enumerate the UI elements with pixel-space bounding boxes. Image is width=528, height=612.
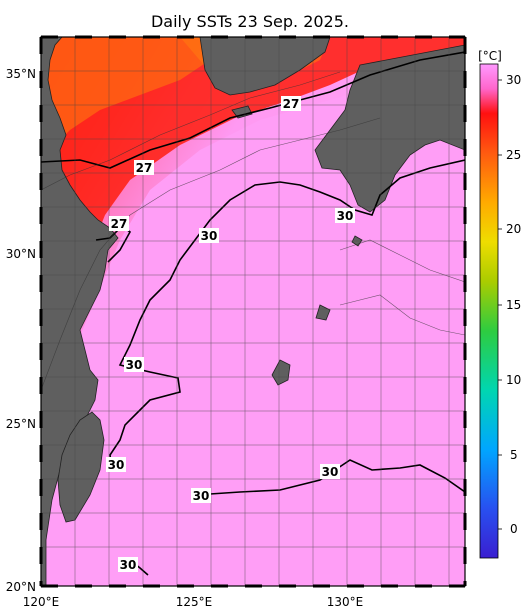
isotherm-30-south [194, 459, 465, 496]
lat-tick-35: 35°N [6, 67, 36, 81]
colorbar-tick-20: 20 [506, 222, 521, 236]
colorbar-tick-25: 25 [506, 148, 521, 162]
taiwan [57, 411, 105, 523]
lon-axis: 120°E 125°E 130°E [23, 595, 364, 609]
colorbar-tick-0: 0 [510, 522, 518, 536]
isotherm-30-main [109, 159, 465, 471]
korea [199, 37, 331, 96]
contour-label-30-a: 30 [201, 229, 218, 243]
contour-label-30-b: 30 [337, 209, 354, 223]
isotherms [41, 51, 465, 576]
colorbar-bar [479, 63, 499, 559]
map-title: Daily SSTs 23 Sep. 2025. [150, 12, 349, 31]
contour-label-27-c: 27 [111, 217, 128, 231]
lon-tick-120: 120°E [23, 595, 60, 609]
land [41, 37, 465, 586]
contour-label-27-a: 27 [283, 97, 300, 111]
lat-tick-25: 25°N [6, 417, 36, 431]
okinawa [271, 359, 291, 386]
orange-zone [41, 37, 210, 160]
lon-tick-130: 130°E [327, 595, 364, 609]
colorbar-tick-10: 10 [506, 373, 521, 387]
colorbar-tick-15: 15 [506, 298, 521, 312]
contour-label-30-f: 30 [193, 489, 210, 503]
colorbar-tick-30: 30 [506, 73, 521, 87]
thin-contours [41, 71, 465, 391]
colorbar: [°C] 30 25 20 15 10 5 0 [478, 49, 521, 559]
graticule [41, 37, 465, 586]
jeju [231, 105, 253, 119]
warm-red-zone [41, 37, 465, 400]
colorbar-unit: [°C] [478, 49, 502, 63]
contour-label-30-d: 30 [108, 458, 125, 472]
lat-axis: 35°N 30°N 25°N 20°N [6, 67, 36, 594]
contour-label-27-b: 27 [136, 161, 153, 175]
frame-ticks [39, 35, 467, 588]
contour-label-30-e: 30 [322, 465, 339, 479]
isotherm-27-north [41, 51, 465, 169]
lat-tick-20: 20°N [6, 580, 36, 594]
contour-label-30-c: 30 [126, 358, 143, 372]
lat-tick-30: 30°N [6, 247, 36, 261]
lon-tick-125: 125°E [176, 595, 213, 609]
contour-label-30-g: 30 [120, 558, 137, 572]
japan [314, 44, 465, 213]
colorbar-tick-5: 5 [510, 448, 518, 462]
contour-labels: 27 27 27 30 30 30 30 30 30 30 [106, 96, 355, 572]
